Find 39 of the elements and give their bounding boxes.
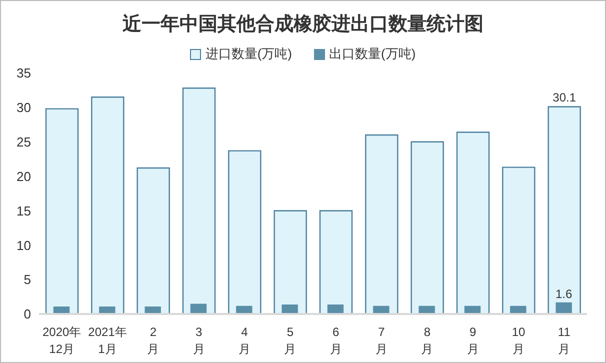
x-tick-label: 8 月 bbox=[421, 325, 434, 356]
y-tick-label: 20 bbox=[16, 168, 31, 184]
bar bbox=[228, 150, 262, 314]
y-tick-label: 15 bbox=[16, 203, 31, 218]
x-tick-label: 7 月 bbox=[376, 325, 388, 356]
y-tick-label: 0 bbox=[24, 306, 31, 322]
x-tick-label: 6 月 bbox=[330, 325, 342, 356]
bar bbox=[136, 167, 170, 314]
data-label: 1.6 bbox=[555, 286, 572, 301]
x-tick-label: 11 月 bbox=[558, 325, 571, 356]
y-tick-label: 25 bbox=[16, 134, 31, 150]
chart-title: 近一年中国其他合成橡胶进出口数量统计图 bbox=[122, 12, 484, 37]
bar bbox=[274, 210, 307, 314]
x-tick-label: 5 月 bbox=[284, 325, 296, 356]
y-tick-label: 35 bbox=[16, 66, 31, 81]
x-tick-label: 2 月 bbox=[147, 325, 160, 356]
bar bbox=[91, 96, 124, 314]
bar bbox=[365, 134, 398, 314]
bar bbox=[548, 106, 581, 314]
bar bbox=[182, 88, 216, 314]
x-tick-label: 2020年 12月 bbox=[42, 325, 82, 356]
bar bbox=[502, 166, 536, 314]
y-tick-label: 30 bbox=[16, 100, 31, 116]
bar bbox=[556, 302, 572, 314]
bar bbox=[410, 141, 444, 314]
bar bbox=[45, 108, 79, 314]
y-tick-label: 10 bbox=[16, 238, 31, 253]
legend-label: 出口数量(万吨) bbox=[329, 45, 416, 63]
x-tick-label: 4 月 bbox=[238, 325, 250, 356]
x-tick-label: 9 月 bbox=[466, 325, 479, 356]
x-tick-label: 3 月 bbox=[192, 325, 205, 356]
legend-label: 进口数量(万吨) bbox=[205, 45, 292, 63]
x-tick-label: 2021年 1月 bbox=[88, 325, 127, 356]
bar bbox=[282, 304, 298, 314]
y-tick-label: 5 bbox=[24, 272, 31, 288]
bar bbox=[456, 132, 490, 314]
data-label: 30.1 bbox=[552, 90, 576, 105]
bar bbox=[319, 210, 353, 314]
x-tick-label: 10 月 bbox=[512, 325, 526, 356]
